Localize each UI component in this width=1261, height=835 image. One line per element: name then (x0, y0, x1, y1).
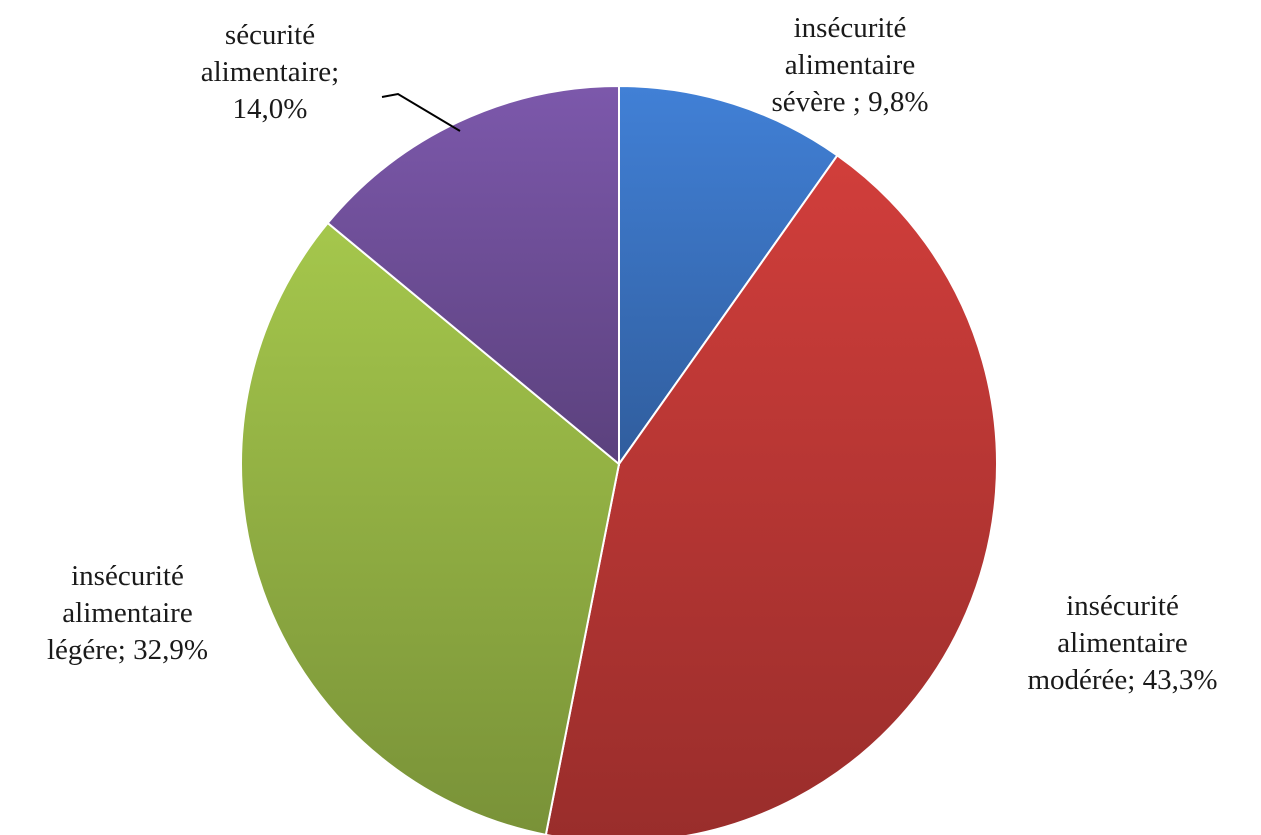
data-label-securite: sécurité alimentaire; 14,0% (200, 19, 340, 125)
data-label-legere: insécurité alimentaire légére; 32,9% (46, 560, 209, 666)
pie-slice-ins-curit-alimentaire-l-g-re (240, 221, 621, 835)
pie-slice-ins-curit-alimentaire-s-v-re (618, 84, 839, 468)
pie-slices (240, 84, 998, 835)
pie-slice-s-curit-alimentaire (326, 84, 620, 467)
pie-slice-ins-curit-alimentaire-mod-r-e (544, 154, 998, 835)
data-label-severe: insécurité alimentaire sévère ; 9,8% (771, 12, 929, 118)
data-label-moderee: insécurité alimentaire modérée; 43,3% (1027, 590, 1218, 696)
leader-line-securite (381, 92, 461, 132)
